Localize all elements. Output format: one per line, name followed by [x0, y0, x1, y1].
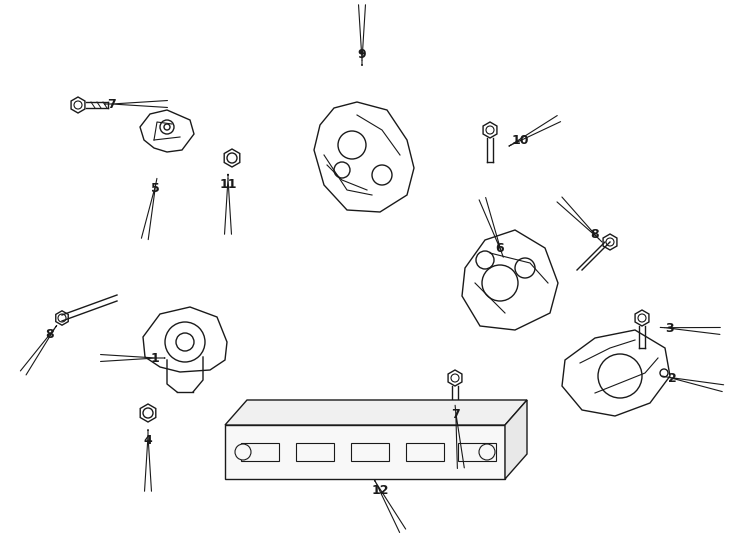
Circle shape	[479, 444, 495, 460]
Text: 7: 7	[108, 98, 117, 111]
Circle shape	[235, 444, 251, 460]
Polygon shape	[225, 400, 527, 425]
Text: 8: 8	[591, 228, 600, 241]
Polygon shape	[458, 443, 496, 461]
Text: 10: 10	[512, 133, 528, 146]
Text: 8: 8	[46, 328, 54, 341]
Polygon shape	[351, 443, 389, 461]
Text: 7: 7	[451, 408, 460, 422]
Polygon shape	[406, 443, 444, 461]
Text: 4: 4	[144, 434, 153, 447]
Text: 2: 2	[668, 372, 676, 384]
Polygon shape	[296, 443, 334, 461]
Text: 6: 6	[495, 241, 504, 254]
Polygon shape	[241, 443, 279, 461]
Text: 12: 12	[371, 483, 389, 496]
Polygon shape	[225, 425, 505, 479]
Text: 11: 11	[219, 179, 237, 192]
Polygon shape	[505, 400, 527, 479]
Text: 3: 3	[666, 321, 675, 334]
Text: 9: 9	[357, 49, 366, 62]
Text: 1: 1	[150, 352, 159, 365]
Text: 5: 5	[150, 181, 159, 194]
